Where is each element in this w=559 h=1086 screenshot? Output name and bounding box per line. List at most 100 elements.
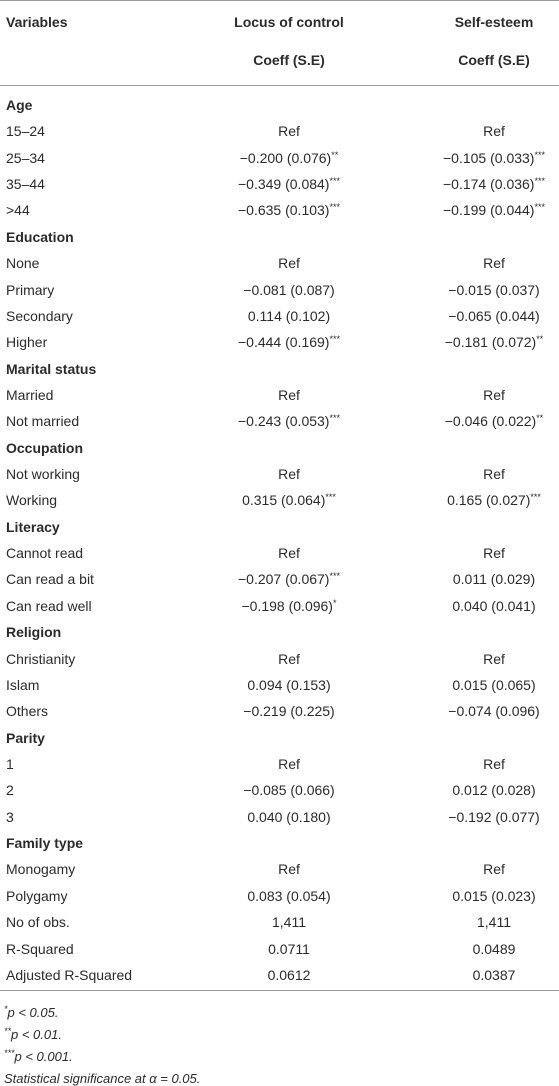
row-label: 2 bbox=[6, 782, 14, 799]
significance: *** bbox=[530, 492, 541, 503]
header: Locus of control bbox=[234, 14, 344, 30]
cell-value: −0.181 (0.072) bbox=[444, 334, 537, 351]
footnote: Statistical significance at α = 0.05. bbox=[4, 1070, 200, 1086]
row-label: R-Squared bbox=[6, 940, 74, 957]
row-label: Polygamy bbox=[6, 887, 68, 904]
cell-value: Ref bbox=[483, 861, 505, 878]
footnote-mark: * bbox=[4, 1004, 8, 1014]
section-title: Occupation bbox=[6, 439, 84, 456]
cell: 0.0489 bbox=[473, 940, 516, 958]
cell: Ref bbox=[278, 465, 300, 483]
cell: Ref bbox=[278, 755, 300, 773]
significance: *** bbox=[534, 202, 545, 213]
cell-value: −0.065 (0.044) bbox=[448, 307, 540, 324]
row-label: Islam bbox=[6, 676, 40, 693]
header: Self-esteem bbox=[454, 14, 534, 30]
row-label: Cannot read bbox=[6, 545, 84, 562]
cell: −0.081 (0.087) bbox=[243, 281, 334, 299]
cell-value: −0.046 (0.022) bbox=[444, 413, 537, 430]
cell: −0.199 (0.044)*** bbox=[443, 201, 545, 219]
cell-value: Ref bbox=[483, 386, 505, 403]
cell: −0.046 (0.022)** bbox=[445, 412, 543, 430]
cell: 0.040 (0.041) bbox=[452, 597, 535, 615]
cell-value: −0.198 (0.096) bbox=[241, 597, 333, 614]
cell-value: 0.012 (0.028) bbox=[452, 782, 536, 799]
cell: −0.198 (0.096)* bbox=[242, 597, 337, 615]
section-title: Family type bbox=[6, 835, 84, 852]
cell: 0.0387 bbox=[473, 966, 516, 984]
row-label: 25–34 bbox=[6, 149, 45, 166]
rule bbox=[0, 85, 559, 86]
cell-value: 0.083 (0.054) bbox=[247, 887, 331, 904]
cell-value: Ref bbox=[278, 861, 300, 878]
cell: 1,411 bbox=[477, 913, 511, 931]
section-title: Age bbox=[6, 97, 33, 113]
row-label: 15–24 bbox=[6, 123, 45, 140]
cell-value: Ref bbox=[483, 255, 505, 272]
significance: *** bbox=[329, 176, 340, 187]
section-title: Marital status bbox=[6, 360, 97, 377]
cell: −0.349 (0.084)*** bbox=[238, 175, 340, 193]
cell-value: Ref bbox=[278, 650, 300, 667]
cell-value: Ref bbox=[483, 650, 505, 667]
cell-value: Ref bbox=[483, 756, 505, 772]
cell: Ref bbox=[278, 122, 300, 140]
cell-value: 0.165 (0.027) bbox=[447, 492, 531, 509]
cell-value: −0.635 (0.103) bbox=[238, 202, 330, 219]
row-label: 1 bbox=[6, 756, 14, 772]
row-label: 3 bbox=[6, 808, 14, 825]
cell: 1,411 bbox=[272, 913, 306, 931]
header: Variables bbox=[6, 14, 68, 30]
rule bbox=[0, 0, 559, 1]
cell-value: −0.015 (0.037) bbox=[448, 281, 540, 298]
cell: −0.174 (0.036)*** bbox=[443, 175, 545, 193]
cell: −0.192 (0.077) bbox=[448, 808, 539, 826]
cell: Ref bbox=[278, 860, 300, 878]
cell: Ref bbox=[483, 254, 505, 272]
cell: Ref bbox=[483, 650, 505, 668]
significance: *** bbox=[534, 176, 545, 187]
cell-value: 0.015 (0.065) bbox=[452, 676, 536, 693]
row-label: Married bbox=[6, 386, 54, 403]
cell: −0.444 (0.169)*** bbox=[238, 333, 340, 351]
cell: −0.105 (0.033)*** bbox=[443, 149, 545, 167]
section-title: Literacy bbox=[6, 518, 60, 535]
cell-value: Ref bbox=[278, 386, 300, 403]
cell: 0.315 (0.064)*** bbox=[242, 491, 336, 509]
cell: Ref bbox=[483, 122, 505, 140]
cell-value: −0.200 (0.076) bbox=[239, 149, 332, 166]
cell: Ref bbox=[483, 544, 505, 562]
cell: −0.219 (0.225) bbox=[243, 702, 334, 720]
cell-value: 0.0387 bbox=[472, 966, 516, 983]
cell: −0.181 (0.072)** bbox=[445, 333, 543, 351]
significance: ** bbox=[536, 334, 544, 345]
row-label: Working bbox=[6, 492, 58, 509]
cell-value: Ref bbox=[278, 123, 300, 140]
cell: 0.165 (0.027)*** bbox=[447, 491, 541, 509]
row-label: Can read a bit bbox=[6, 571, 94, 588]
cell-value: Ref bbox=[483, 545, 505, 562]
row-label: 35–44 bbox=[6, 176, 45, 193]
significance: *** bbox=[329, 413, 340, 424]
significance: ** bbox=[331, 149, 339, 160]
footnote-text: p < 0.01. bbox=[11, 1027, 62, 1042]
row-label: No of obs. bbox=[6, 914, 70, 931]
cell-value: 1,411 bbox=[477, 914, 511, 931]
row-label: Can read well bbox=[6, 597, 92, 614]
cell-value: −0.219 (0.225) bbox=[243, 703, 335, 720]
row-label: Higher bbox=[6, 334, 48, 351]
row-label: >44 bbox=[6, 202, 30, 219]
cell: Ref bbox=[278, 544, 300, 562]
cell-value: −0.174 (0.036) bbox=[443, 176, 535, 193]
footnote: **p < 0.01. bbox=[4, 1026, 62, 1044]
cell-value: −0.243 (0.053) bbox=[238, 413, 330, 430]
rule bbox=[0, 990, 559, 991]
cell: 0.094 (0.153) bbox=[247, 676, 330, 694]
cell-value: Ref bbox=[278, 545, 300, 562]
cell-value: −0.444 (0.169) bbox=[238, 334, 330, 351]
cell: Ref bbox=[278, 254, 300, 272]
row-label: Not married bbox=[6, 413, 80, 430]
cell: 0.011 (0.029) bbox=[453, 570, 535, 588]
cell-value: Ref bbox=[278, 756, 300, 772]
